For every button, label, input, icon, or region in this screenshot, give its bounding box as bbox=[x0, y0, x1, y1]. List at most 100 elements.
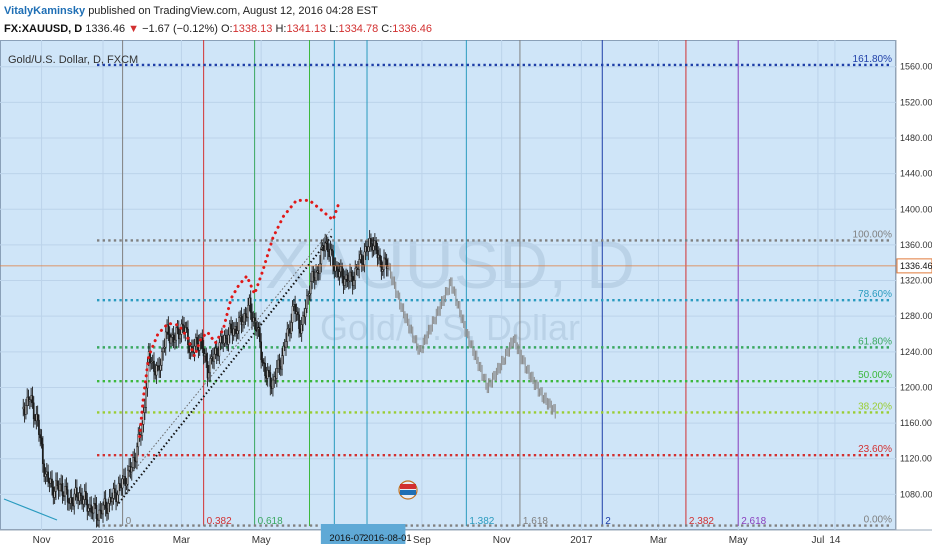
candle-body bbox=[194, 337, 197, 347]
candle-body bbox=[145, 387, 147, 408]
candle-body bbox=[70, 497, 73, 504]
candle-body bbox=[313, 277, 316, 281]
candle-body bbox=[168, 334, 171, 344]
plot-background bbox=[0, 40, 896, 530]
candle-body bbox=[311, 271, 313, 282]
candle-body bbox=[307, 294, 310, 297]
candle-body bbox=[223, 334, 226, 344]
candle-body bbox=[25, 405, 27, 415]
candle-body bbox=[117, 483, 120, 496]
candle-body bbox=[136, 446, 138, 463]
candle-body bbox=[351, 276, 354, 286]
candle-body bbox=[315, 271, 317, 281]
author-link[interactable]: VitalyKaminsky bbox=[4, 5, 86, 17]
candle-body bbox=[278, 359, 281, 367]
candle-body bbox=[372, 245, 375, 251]
projection-arc-path[interactable] bbox=[138, 198, 340, 438]
candle-body bbox=[239, 315, 242, 318]
candle-body bbox=[45, 471, 48, 475]
candle-body bbox=[294, 304, 296, 315]
candle-body bbox=[177, 328, 180, 340]
event-flag-icon[interactable] bbox=[398, 480, 418, 500]
candle-body bbox=[193, 345, 196, 353]
candle-body bbox=[358, 259, 361, 270]
fib-time-zone-label: 0 bbox=[126, 516, 132, 527]
trend-line[interactable] bbox=[117, 235, 333, 504]
candle-body bbox=[201, 337, 204, 349]
candle-body bbox=[232, 328, 235, 336]
candle-body bbox=[81, 495, 83, 505]
candle-body bbox=[383, 257, 385, 270]
candle-body bbox=[296, 311, 299, 315]
candle-body bbox=[170, 337, 172, 344]
candle-body bbox=[126, 469, 129, 485]
x-tick-label: May bbox=[252, 535, 271, 546]
fib-level-label: 61.80% bbox=[858, 336, 892, 347]
candle-body bbox=[334, 265, 337, 272]
candle-body bbox=[87, 508, 90, 512]
time-axis-background bbox=[0, 530, 932, 550]
fib-level-label: 23.60% bbox=[858, 444, 892, 455]
candle-body bbox=[312, 271, 315, 278]
candle-body bbox=[113, 488, 116, 494]
candle-body bbox=[247, 305, 249, 319]
candle-body bbox=[159, 365, 162, 371]
candle-body bbox=[357, 267, 359, 270]
candle-body bbox=[299, 328, 302, 334]
candle-body bbox=[332, 250, 334, 267]
x-tick-label: Nov bbox=[493, 535, 511, 546]
candle-body bbox=[234, 326, 236, 330]
candle-body bbox=[85, 491, 87, 500]
candle-body bbox=[225, 334, 227, 339]
candle-body bbox=[74, 487, 77, 495]
symbol-label[interactable]: FX:XAUUSD, D bbox=[4, 23, 83, 35]
candle-body bbox=[61, 483, 64, 496]
candle-body bbox=[174, 339, 176, 343]
candle-body bbox=[304, 308, 307, 318]
candle-body bbox=[22, 406, 25, 410]
candle-body bbox=[329, 248, 332, 257]
candle-body bbox=[94, 503, 97, 506]
price-change: −1.67 (−0.12%) bbox=[142, 23, 218, 35]
candle-body bbox=[123, 476, 125, 480]
open-value: 1338.13 bbox=[232, 23, 273, 35]
candle-body bbox=[106, 508, 108, 514]
candle-body bbox=[153, 360, 155, 372]
fib-level-label: 0.00% bbox=[864, 515, 892, 526]
candle-body bbox=[213, 353, 215, 362]
candle-body bbox=[32, 402, 35, 420]
candle-body bbox=[230, 323, 232, 330]
candle-body bbox=[111, 497, 113, 503]
parallel-line[interactable] bbox=[128, 228, 333, 477]
candle-body bbox=[241, 321, 244, 326]
candle-body bbox=[328, 251, 330, 257]
candle-body bbox=[209, 358, 212, 374]
candle-body bbox=[99, 509, 102, 512]
candle-body bbox=[39, 434, 42, 439]
chart-title: Gold/U.S. Dollar, D, FXCM bbox=[8, 54, 138, 66]
fib-time-zone-label: 2 bbox=[605, 516, 611, 527]
candle-body bbox=[184, 327, 187, 333]
price-chart[interactable]: XAUUSD, D Gold/U.S. Dollar 0 0.382 0.618 1.… bbox=[0, 40, 932, 550]
y-tick-label: 1520.00 bbox=[900, 97, 932, 107]
candle-body bbox=[231, 328, 234, 336]
candle-body bbox=[343, 278, 346, 286]
candle-body bbox=[91, 511, 94, 514]
candle-body bbox=[167, 324, 170, 335]
candle-body bbox=[290, 322, 293, 334]
candle-body bbox=[133, 457, 136, 461]
candle-body bbox=[326, 241, 329, 252]
candle-body bbox=[53, 491, 56, 498]
candle-body bbox=[95, 505, 98, 519]
candle-body bbox=[206, 361, 209, 379]
candle-body bbox=[302, 315, 304, 325]
candle-body bbox=[157, 365, 159, 367]
candle-body bbox=[30, 395, 32, 400]
candle-body bbox=[44, 473, 47, 477]
candle-body bbox=[72, 503, 74, 507]
candle-body bbox=[359, 254, 362, 260]
candle-body bbox=[51, 478, 53, 488]
candle-body bbox=[77, 496, 80, 501]
candle-body bbox=[36, 413, 39, 421]
candle-body bbox=[349, 271, 351, 282]
